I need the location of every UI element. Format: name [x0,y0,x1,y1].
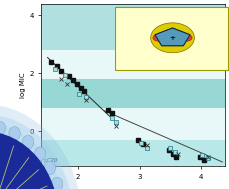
Circle shape [34,147,46,160]
FancyBboxPatch shape [114,7,227,70]
Text: [: [ [116,31,122,44]
Circle shape [0,114,73,189]
Circle shape [0,121,5,135]
Text: ]: ] [221,31,227,44]
Polygon shape [150,23,194,53]
Text: +: + [169,35,175,41]
Bar [41,50,224,79]
Bar [41,4,224,50]
Text: CH₃: CH₃ [129,35,141,40]
Circle shape [0,131,59,189]
Circle shape [0,104,82,189]
Text: pC20: pC20 [43,158,57,163]
Polygon shape [154,28,189,46]
Circle shape [180,34,191,41]
Circle shape [9,127,20,140]
Circle shape [0,123,66,189]
Circle shape [22,135,34,149]
Bar [41,79,224,108]
Y-axis label: log MIC: log MIC [20,72,26,98]
Bar [41,140,224,166]
Text: C$_n$H$_{2n+1}$: C$_n$H$_{2n+1}$ [190,33,218,42]
Circle shape [44,161,55,175]
Circle shape [51,177,63,189]
Polygon shape [154,28,189,46]
Circle shape [0,186,13,189]
Circle shape [152,34,164,41]
Bar [41,108,224,140]
